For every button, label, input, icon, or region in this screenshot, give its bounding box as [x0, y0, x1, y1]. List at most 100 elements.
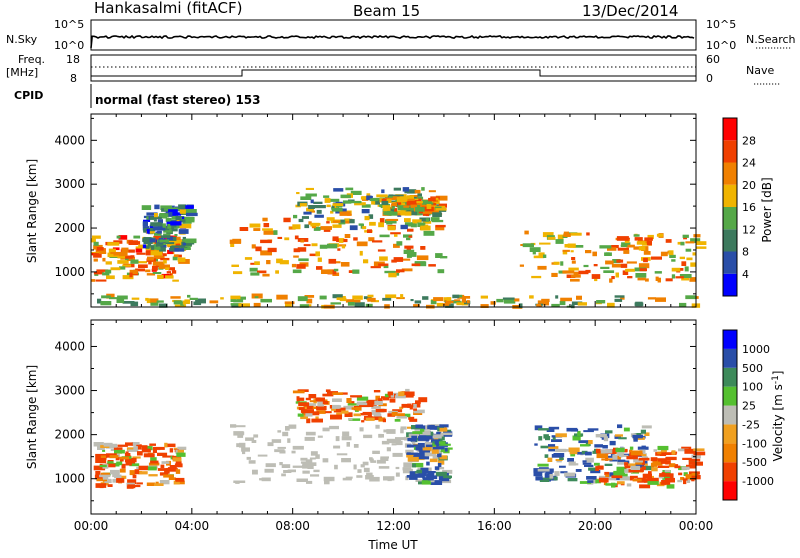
- heatmap-cell-556: [434, 466, 440, 470]
- heatmap-cell-709: [692, 252, 697, 256]
- heatmap-cell-276: [146, 228, 150, 234]
- heatmap-cell-88: [93, 271, 104, 275]
- heatmap-cell-132: [164, 442, 168, 448]
- heatmap-cell-944: [502, 297, 515, 300]
- heatmap-cell-684: [627, 463, 636, 468]
- heatmap-cell-703: [573, 271, 579, 276]
- heatmap-cell-795: [677, 479, 683, 483]
- heatmap-cell-259: [296, 478, 308, 482]
- heatmap-cell-467: [414, 189, 421, 194]
- x-tick-label: 20:00: [578, 519, 613, 533]
- heatmap-cell-630: [587, 428, 599, 431]
- velocity-colorbar-swatch: [723, 481, 737, 500]
- heatmap-cell-98: [103, 442, 113, 447]
- heatmap-cell-250: [323, 476, 335, 482]
- heatmap-cell-469: [425, 477, 430, 481]
- heatmap-cell-354: [323, 228, 331, 232]
- heatmap-cell-129: [109, 455, 119, 459]
- heatmap-cell-767: [685, 474, 694, 480]
- velocity-colorbar-tick: -25: [742, 418, 760, 431]
- heatmap-cell-391: [249, 223, 261, 228]
- heatmap-cell-383: [416, 255, 429, 261]
- heatmap-cell-706: [641, 460, 645, 466]
- heatmap-cell-50: [91, 279, 96, 282]
- heatmap-cell-832: [664, 469, 671, 473]
- heatmap-cell-421: [441, 480, 452, 484]
- heatmap-cell-793: [555, 239, 564, 244]
- heatmap-cell-401: [255, 246, 262, 252]
- heatmap-cell-838: [634, 237, 643, 241]
- heatmap-cell-557: [428, 477, 434, 481]
- heatmap-cell-454: [436, 431, 442, 436]
- heatmap-cell-755: [624, 462, 629, 466]
- heatmap-cell-515: [376, 194, 388, 198]
- heatmap-cell-533: [305, 193, 317, 197]
- heatmap-cell-799: [620, 263, 628, 268]
- heatmap-cell-730: [689, 277, 696, 282]
- heatmap-cell-307: [379, 218, 385, 223]
- heatmap-cell-260: [141, 205, 152, 210]
- heatmap-cell-273: [154, 213, 158, 218]
- heatmap-cell-263: [159, 239, 170, 243]
- heatmap-cell-259: [160, 235, 171, 238]
- heatmap-cell-516: [379, 198, 384, 203]
- heatmap-cell-490: [293, 214, 298, 219]
- heatmap-cell-133: [126, 485, 134, 489]
- heatmap-cell-822: [629, 446, 634, 450]
- heatmap-cell-888: [655, 297, 666, 302]
- heatmap-cell-441: [429, 444, 439, 449]
- heatmap-cell-548: [406, 452, 419, 455]
- heatmap-cell-186: [341, 458, 351, 463]
- heatmap-cell-3: [153, 248, 163, 252]
- heatmap-cell-678: [588, 467, 597, 471]
- heatmap-cell-299: [399, 413, 411, 418]
- heatmap-cell-449: [328, 198, 340, 202]
- heatmap-cell-777: [570, 278, 580, 282]
- heatmap-cell-537: [420, 428, 425, 432]
- heatmap-cell-464: [421, 187, 425, 191]
- heatmap-cell-183: [359, 427, 364, 432]
- heatmap-cell-829: [681, 261, 687, 266]
- power-colorbar: 4 8 12 16 20 24 28: [722, 117, 756, 297]
- heatmap-cell-228: [306, 480, 313, 484]
- heatmap-cell-274: [235, 481, 240, 484]
- heatmap-cell-819: [605, 474, 610, 477]
- heatmap-cell-107: [160, 257, 170, 261]
- heatmap-cell-286: [249, 267, 258, 272]
- heatmap-cell-125: [110, 267, 121, 271]
- heatmap-cell-169: [171, 215, 179, 220]
- heatmap-cell-825: [615, 447, 625, 453]
- heatmap-cell-140: [302, 470, 310, 474]
- heatmap-cell-815: [674, 465, 681, 469]
- heatmap-cell-929: [130, 301, 139, 307]
- heatmap-cell-399: [262, 273, 270, 277]
- heatmap-cell-661: [609, 440, 616, 446]
- heatmap-cell-421: [344, 218, 351, 221]
- heatmap-cell-301: [284, 237, 290, 241]
- heatmap-cell-744: [678, 448, 689, 452]
- heatmap-cell-341: [262, 217, 268, 222]
- heatmap-cell-429: [432, 454, 439, 460]
- heatmap-cell-348: [410, 223, 417, 228]
- heatmap-cell-520: [361, 209, 370, 214]
- heatmap-cell-413: [338, 238, 344, 243]
- heatmap-cell-553: [416, 469, 423, 474]
- heatmap-cell-971: [577, 302, 587, 306]
- heatmap-cell-575: [568, 447, 580, 453]
- heatmap-cell-272: [305, 459, 313, 464]
- sky-count-line: [90, 34, 695, 49]
- heatmap-cell-792: [600, 449, 613, 454]
- heatmap-cell-776: [603, 270, 615, 273]
- heatmap-cell-697: [407, 198, 415, 201]
- heatmap-cell-556: [424, 224, 429, 228]
- heatmap-cell-374: [393, 243, 400, 248]
- y-tick-label: 3000: [54, 384, 85, 398]
- power-colorbar-tick: 4: [742, 268, 749, 281]
- velocity-colorbar-swatch: [723, 424, 737, 444]
- heatmap-cell-265: [292, 465, 303, 468]
- heatmap-cell-276: [394, 439, 402, 443]
- heatmap-cell-800: [645, 278, 649, 282]
- x-tick-label: 00:00: [679, 519, 714, 533]
- heatmap-cell-404: [394, 395, 406, 399]
